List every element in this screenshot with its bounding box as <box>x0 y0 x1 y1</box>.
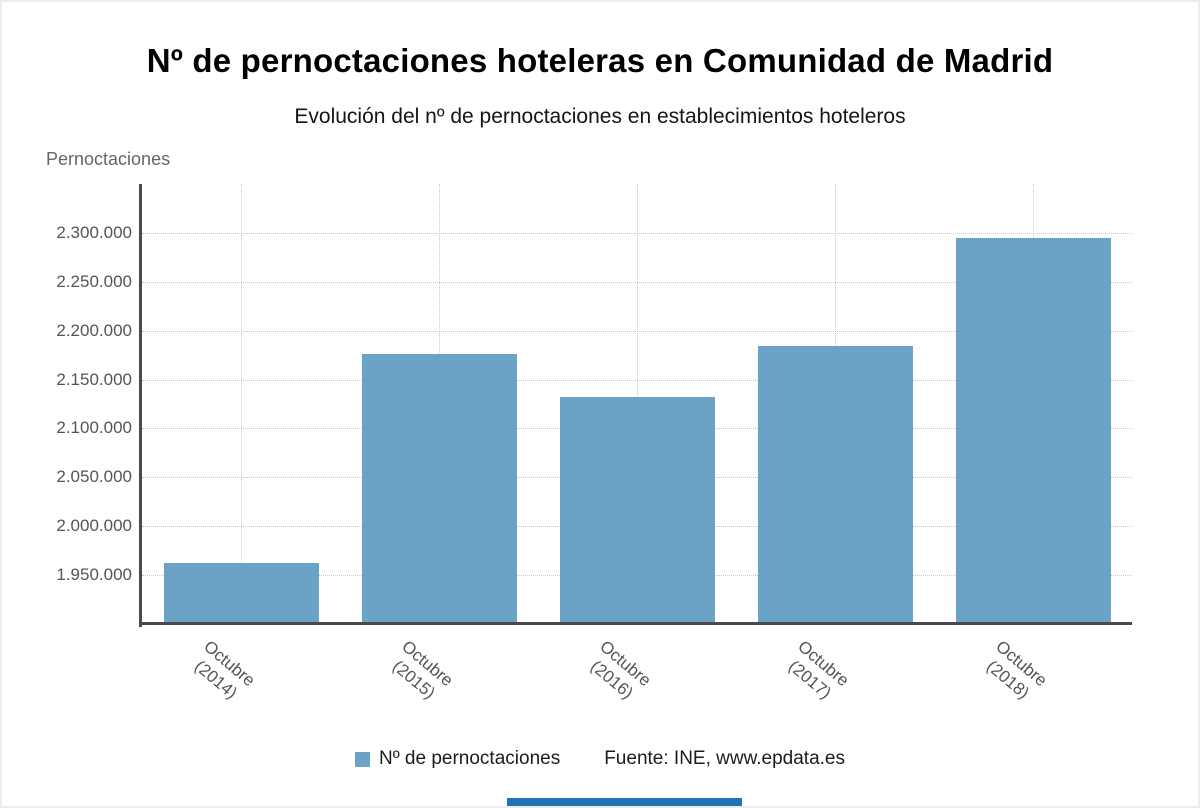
y-tick-label: 2.000.000 <box>56 516 132 536</box>
bar-2014 <box>163 563 319 624</box>
legend-item: Nº de pernoctaciones <box>354 748 561 770</box>
legend: Nº de pernoctaciones Fuente: INE, www.ep… <box>2 748 1198 770</box>
y-tick-label: 2.050.000 <box>56 467 132 487</box>
legend-label: Nº de pernoctaciones <box>378 748 561 769</box>
bar-2016 <box>559 397 715 624</box>
x-tick-label: Octubre (2015) <box>388 636 457 703</box>
y-tick-label: 2.250.000 <box>56 271 132 291</box>
y-tick-label: 2.100.000 <box>56 418 132 438</box>
chart-title: Nº de pernoctaciones hoteleras en Comuni… <box>146 42 1054 79</box>
x-axis-labels: Octubre (2014) Octubre (2015) Octubre (2016) O… <box>142 624 1132 734</box>
x-tick-label: Octubre (2016) <box>586 636 655 703</box>
legend-swatch-icon <box>354 751 370 767</box>
brand-accent-strip <box>507 798 742 806</box>
source-text: Fuente: INE, www.epdata.es <box>604 748 845 769</box>
y-tick-label: 2.200.000 <box>56 320 132 340</box>
bar-2017 <box>757 346 913 624</box>
plot-area <box>142 184 1132 624</box>
y-axis-title: Pernoctaciones <box>46 149 171 169</box>
y-axis-labels: 1.950.000 2.000.000 2.050.000 2.100.000 2.15… <box>10 184 132 624</box>
bar-2018 <box>955 237 1111 624</box>
y-tick-label: 1.950.000 <box>56 565 132 585</box>
y-tick-label: 2.150.000 <box>56 369 132 389</box>
y-axis-line <box>139 184 142 627</box>
vertical-gridline <box>241 184 242 624</box>
y-tick-label: 2.300.000 <box>56 222 132 242</box>
x-tick-label: Octubre (2018) <box>982 636 1051 703</box>
bar-2015 <box>361 354 517 624</box>
chart-subtitle: Evolución del nº de pernoctaciones en es… <box>294 105 906 128</box>
x-axis-line <box>139 622 1132 625</box>
x-tick-label: Octubre (2014) <box>190 636 259 703</box>
x-tick-label: Octubre (2017) <box>784 636 853 703</box>
